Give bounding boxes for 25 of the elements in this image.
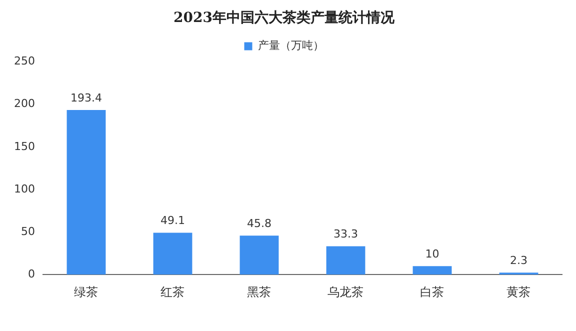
bar — [326, 246, 366, 275]
data-label: 10 — [425, 247, 440, 260]
y-tick-label: 150 — [14, 140, 35, 153]
y-tick-label: 100 — [14, 182, 35, 196]
y-tick-label: 0 — [28, 267, 35, 280]
x-tick-label: 黄茶 — [506, 284, 531, 299]
x-tick-label: 绿茶 — [74, 284, 98, 299]
bar — [240, 236, 279, 275]
x-tick-label: 黑茶 — [247, 284, 272, 299]
x-tick-label: 白茶 — [420, 284, 444, 299]
x-tick-label: 乌龙茶 — [328, 284, 364, 299]
bar — [66, 110, 106, 275]
bar — [153, 232, 192, 275]
y-tick-label: 200 — [14, 97, 35, 110]
legend-label: 产量（万吨） — [258, 39, 324, 52]
data-label: 193.4 — [70, 91, 102, 104]
y-tick-label: 50 — [20, 224, 35, 238]
data-label: 49.1 — [160, 214, 185, 228]
chart-title: 2023年中国六大茶类产量统计情况 — [174, 9, 396, 26]
data-label: 2.3 — [510, 254, 528, 267]
data-label: 45.8 — [246, 216, 272, 230]
y-tick-label: 250 — [14, 54, 35, 68]
data-label: 33.3 — [334, 228, 358, 241]
x-tick-label: 红茶 — [160, 284, 185, 299]
bar — [412, 266, 452, 275]
